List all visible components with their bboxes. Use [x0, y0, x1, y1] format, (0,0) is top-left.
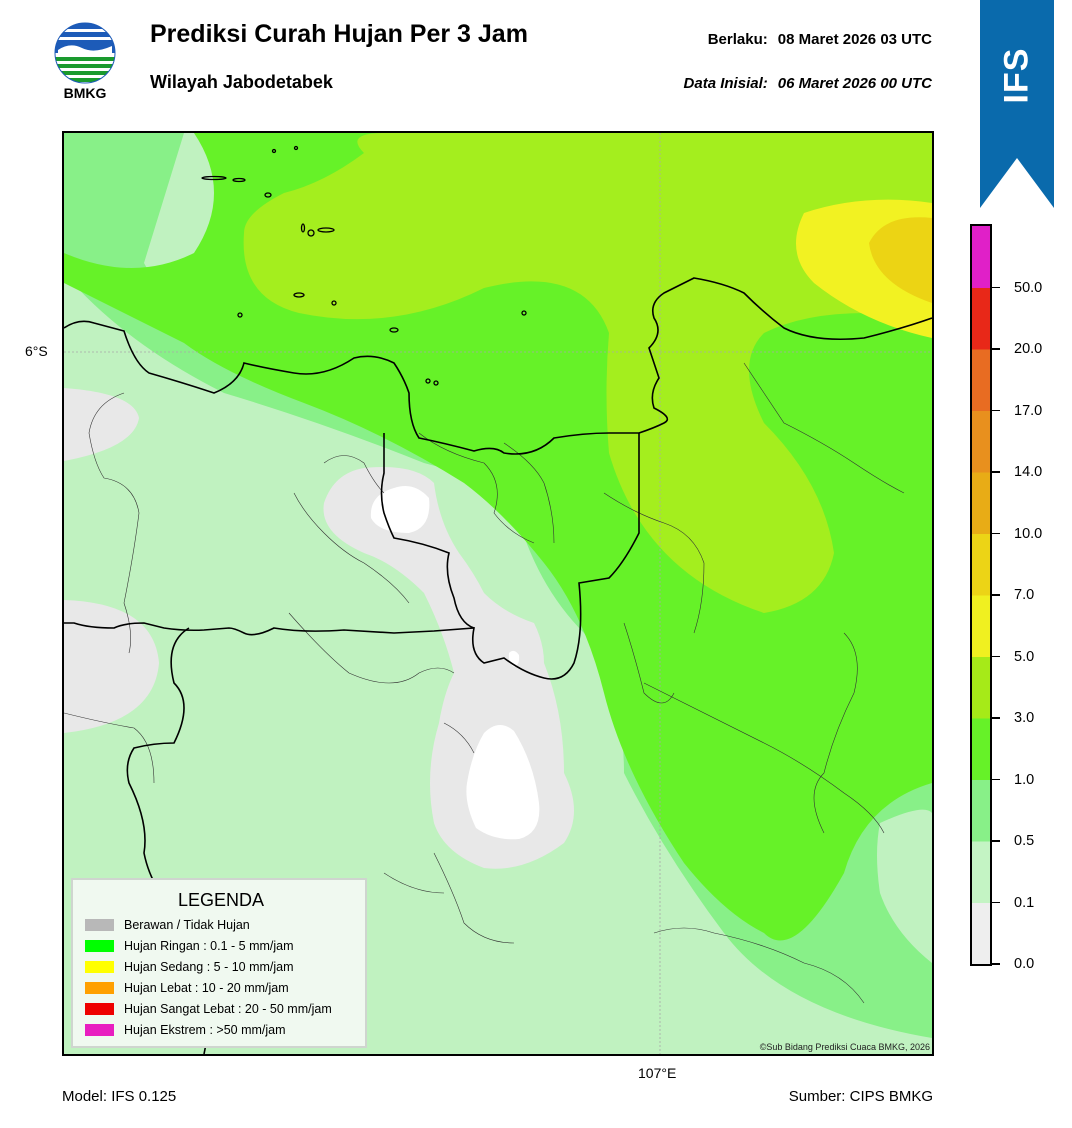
colorbar-segment	[972, 349, 990, 411]
colorbar-segment	[972, 472, 990, 534]
colorbar-segment	[972, 656, 990, 719]
colorbar-tick-label: 7.0	[1014, 587, 1035, 603]
colorbar-tick	[992, 348, 1000, 350]
colorbar	[970, 224, 992, 966]
legend-label: Hujan Ekstrem : >50 mm/jam	[124, 1023, 286, 1037]
bmkg-logo-icon	[54, 22, 116, 84]
colorbar-segment	[972, 287, 990, 350]
colorbar-tick	[992, 286, 1000, 288]
colorbar-tick	[992, 594, 1000, 596]
rain-zone-0	[64, 600, 159, 733]
legend-swatch	[85, 961, 114, 973]
colorbar-tick	[992, 717, 1000, 719]
valid-time-label: Berlaku:	[707, 31, 768, 48]
rain-zone-3	[243, 133, 932, 613]
rain-zone-01	[877, 809, 932, 963]
legend-item: Hujan Sangat Lebat : 20 - 50 mm/jam	[85, 1000, 332, 1018]
ifs-label: IFS	[997, 47, 1036, 103]
legend-label: Hujan Ringan : 0.1 - 5 mm/jam	[124, 939, 294, 953]
colorbar-frame	[970, 224, 992, 966]
colorbar-segment	[972, 226, 990, 288]
legend-swatch	[85, 919, 114, 931]
legend-swatch	[85, 982, 114, 994]
colorbar-tick	[992, 532, 1000, 534]
rain-zone-7	[869, 217, 932, 303]
copyright-text: ©Sub Bidang Prediksi Cuaca BMKG, 2026	[759, 1042, 930, 1052]
colorbar-segment	[972, 779, 990, 842]
colorbar-tick	[992, 655, 1000, 657]
rainfall-map: LEGENDA Berawan / Tidak Hujan Hujan Ring…	[62, 131, 934, 1056]
legend-title: LEGENDA	[177, 890, 265, 910]
colorbar-tick-label: 0.1	[1014, 894, 1035, 911]
colorbar-tick-label: 3.0	[1014, 710, 1035, 726]
colorbar-segment	[972, 410, 990, 473]
legend-label: Berawan / Tidak Hujan	[124, 918, 250, 932]
colorbar-tick	[992, 901, 1000, 903]
dry-zone	[466, 724, 540, 840]
legend-swatch	[85, 1003, 114, 1015]
init-time-row: Data Inisial: 06 Maret 2026 00 UTC	[684, 75, 932, 92]
colorbar-tick-label: 20.0	[1014, 341, 1043, 357]
init-time-label: Data Inisial:	[683, 75, 768, 92]
legend-item: Hujan Ekstrem : >50 mm/jam	[85, 1021, 286, 1039]
colorbar-segment	[972, 533, 990, 596]
colorbar-tick-label: 17.0	[1014, 402, 1043, 419]
ifs-banner	[980, 0, 1054, 208]
colorbar-tick-label: 5.0	[1014, 648, 1035, 665]
legend-item: Hujan Lebat : 10 - 20 mm/jam	[85, 979, 289, 997]
legend-item: Berawan / Tidak Hujan	[85, 916, 250, 934]
colorbar-tick-label: 10.0	[1014, 525, 1043, 542]
latitude-label: 6°S	[25, 343, 48, 359]
colorbar-tick-label: 0.0	[1014, 956, 1035, 972]
page-title: Prediksi Curah Hujan Per 3 Jam	[150, 20, 528, 48]
colorbar-tick	[992, 409, 1000, 411]
dry-zone	[370, 485, 430, 533]
valid-time-row: Berlaku: 08 Maret 2026 03 UTC	[708, 31, 932, 48]
legend-label: Hujan Lebat : 10 - 20 mm/jam	[124, 981, 289, 995]
legend-swatch	[85, 1024, 114, 1036]
colorbar-segment	[972, 902, 990, 965]
model-text: Model: IFS 0.125	[62, 1088, 177, 1105]
colorbar-tick	[992, 471, 1000, 473]
logo-text: BMKG	[63, 85, 107, 101]
rain-zone-0	[64, 388, 139, 461]
colorbar-tick-label: 0.5	[1014, 833, 1035, 849]
valid-time-value: 08 Maret 2026 03 UTC	[777, 31, 932, 48]
legend-label: Hujan Sangat Lebat : 20 - 50 mm/jam	[124, 1002, 332, 1016]
colorbar-segment	[972, 595, 990, 657]
legend: LEGENDA Berawan / Tidak Hujan Hujan Ring…	[71, 878, 367, 1048]
page-subtitle: Wilayah Jabodetabek	[150, 72, 333, 92]
colorbar-tick	[992, 840, 1000, 842]
source-text: Sumber: CIPS BMKG	[788, 1088, 933, 1105]
legend-swatch	[85, 940, 114, 952]
colorbar-tick	[992, 963, 1000, 965]
legend-label: Hujan Sedang : 5 - 10 mm/jam	[124, 960, 294, 974]
colorbar-segment	[972, 718, 990, 780]
init-time-value: 06 Maret 2026 00 UTC	[777, 75, 932, 92]
colorbar-tick-label: 14.0	[1014, 464, 1043, 480]
colorbar-tick-label: 1.0	[1014, 771, 1035, 788]
colorbar-segment	[972, 841, 990, 903]
legend-item: Hujan Sedang : 5 - 10 mm/jam	[85, 958, 294, 976]
colorbar-tick-label: 50.0	[1014, 279, 1043, 296]
longitude-label: 107°E	[638, 1065, 677, 1081]
colorbar-tick	[992, 778, 1000, 780]
legend-item: Hujan Ringan : 0.1 - 5 mm/jam	[85, 937, 294, 955]
